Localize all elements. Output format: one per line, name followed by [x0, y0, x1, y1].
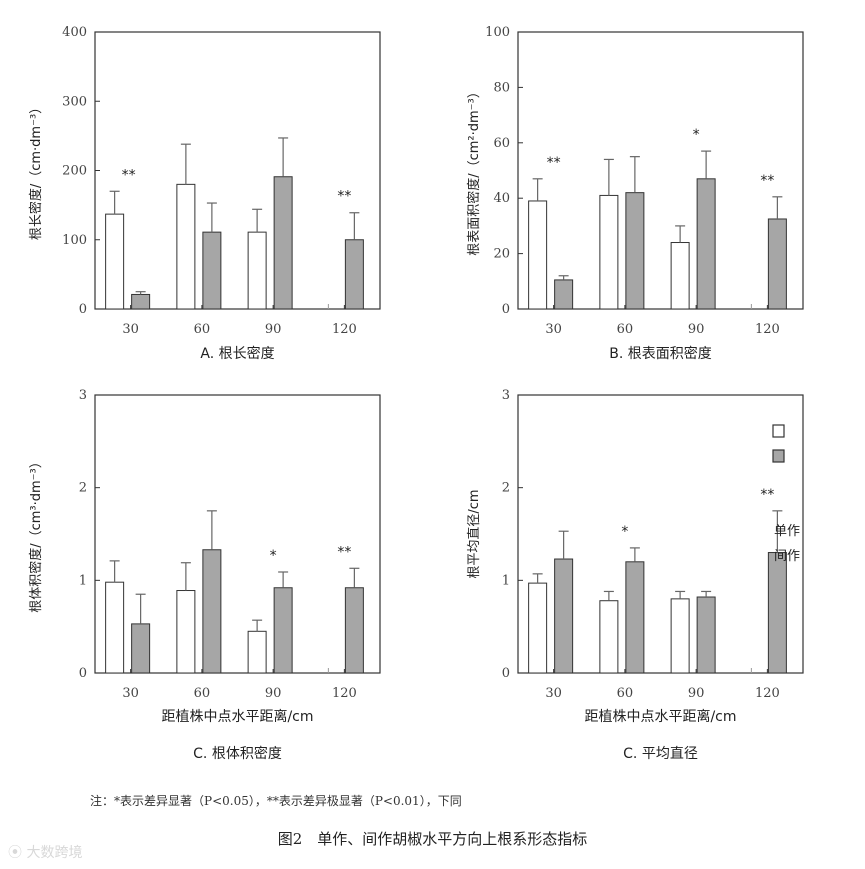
x-tick-label: 60	[194, 322, 211, 337]
significance-mark: *	[270, 548, 277, 564]
y-tick-label: 200	[62, 164, 87, 179]
x-tick-label: 30	[122, 686, 139, 701]
x-tick-label: 90	[688, 686, 705, 701]
panel-caption: C. 根体积密度	[193, 745, 282, 762]
y-tick-label: 20	[493, 247, 510, 262]
panel-caption: C. 平均直径	[623, 745, 698, 762]
y-tick-label: 100	[62, 233, 87, 248]
y-tick-label: 300	[62, 94, 87, 109]
significance-mark: **	[760, 487, 774, 503]
y-axis-label: 根长密度/（cm·dm⁻³）	[28, 101, 44, 240]
watermark-icon: ⦿	[8, 845, 22, 861]
chart-panel-d: 0 1 2 3 30 60 * 90 120 ** 根平均直径/cm 距植株中点水平距离/cm C. 平…	[467, 388, 804, 762]
bar-monocrop	[599, 194, 619, 310]
plot-frame	[517, 394, 804, 674]
chart-panel-b: 0 20 40 60 80 100 30 ** 60 90 * 120 ** 根表面积密度/（cm²·dm…	[466, 25, 804, 362]
bar-intercrop	[696, 596, 716, 674]
y-tick-label: 60	[493, 136, 510, 151]
significance-mark: **	[760, 173, 774, 189]
significance-mark: **	[122, 167, 136, 183]
significance-mark: **	[337, 189, 351, 205]
bar-intercrop	[625, 561, 645, 674]
bar-intercrop	[767, 552, 787, 674]
bar-monocrop	[670, 598, 690, 674]
bar-monocrop	[670, 242, 690, 310]
watermark-logo: ⦿ 大数跨境	[8, 842, 82, 862]
bar-intercrop	[131, 293, 151, 310]
bar-intercrop	[554, 558, 574, 674]
bar-monocrop	[599, 600, 619, 674]
bar-intercrop	[202, 231, 222, 310]
y-tick-label: 0	[502, 302, 510, 317]
bar-monocrop	[176, 183, 196, 310]
x-tick-label: 60	[617, 322, 634, 337]
y-axis-label: 根体积密度/（cm³·dm⁻³）	[28, 455, 44, 613]
bar-monocrop	[247, 630, 267, 674]
significance-mark: **	[547, 155, 561, 171]
y-tick-label: 3	[502, 388, 510, 403]
chart-panel-c: 0 1 2 3 30 60 90 * 120 ** 根体积密度/（cm³·dm⁻³） 距植株中点水平距…	[28, 388, 381, 762]
x-tick-label: 90	[265, 322, 282, 337]
legend-label-monocrop: 单作	[774, 524, 800, 539]
panel-caption: A. 根长密度	[200, 345, 274, 362]
bar-monocrop	[105, 581, 125, 674]
plot-frame	[517, 31, 804, 310]
x-axis-label: 距植株中点水平距离/cm	[161, 708, 313, 725]
panel-caption: B. 根表面积密度	[609, 345, 712, 362]
y-tick-label: 0	[79, 302, 87, 317]
figure-title: 图2 单作、间作胡椒水平方向上根系形态指标	[277, 830, 588, 848]
bar-intercrop	[273, 587, 293, 674]
bar-intercrop	[767, 218, 787, 310]
bar-intercrop	[202, 549, 222, 674]
bar-intercrop	[273, 176, 293, 310]
legend-label-intercrop: 间作	[774, 549, 800, 564]
y-tick-label: 40	[493, 191, 510, 206]
legend-swatch-intercrop	[772, 449, 785, 463]
bar-intercrop	[344, 587, 364, 674]
y-tick-label: 2	[502, 481, 510, 496]
y-tick-label: 1	[502, 573, 510, 588]
bar-intercrop	[625, 192, 645, 310]
legend-swatch-monocrop	[772, 424, 785, 438]
bar-intercrop	[344, 239, 364, 310]
bar-intercrop	[554, 279, 574, 310]
chart-panel-a: 0 100 200 300 400 30 ** 60 90 120 ** 根长密度/（cm·dm⁻³）…	[28, 25, 381, 362]
x-tick-label: 90	[265, 686, 282, 701]
bar-intercrop	[131, 623, 151, 674]
y-tick-label: 80	[493, 80, 510, 95]
significance-mark: **	[337, 544, 351, 560]
x-tick-label: 60	[194, 686, 211, 701]
plot-frame	[94, 31, 381, 310]
y-tick-label: 100	[485, 25, 510, 40]
x-tick-label: 120	[755, 686, 780, 701]
watermark-text: 大数跨境	[26, 845, 83, 861]
y-tick-label: 1	[79, 573, 87, 588]
significance-mark: *	[693, 127, 700, 143]
bar-monocrop	[528, 582, 548, 674]
x-tick-label: 120	[755, 322, 780, 337]
x-tick-label: 30	[122, 322, 139, 337]
x-tick-label: 120	[332, 322, 357, 337]
x-tick-label: 30	[545, 322, 562, 337]
y-tick-label: 3	[79, 388, 87, 403]
y-tick-label: 0	[79, 666, 87, 681]
plot-frame	[94, 394, 381, 674]
bar-monocrop	[176, 590, 196, 674]
x-tick-label: 60	[617, 686, 634, 701]
x-tick-label: 30	[545, 686, 562, 701]
bar-intercrop	[696, 178, 716, 310]
bar-monocrop	[105, 213, 125, 310]
x-axis-label: 距植株中点水平距离/cm	[584, 708, 736, 725]
x-tick-label: 120	[332, 686, 357, 701]
y-tick-label: 0	[502, 666, 510, 681]
y-tick-label: 2	[79, 481, 87, 496]
y-axis-label: 根平均直径/cm	[467, 489, 482, 578]
bar-monocrop	[528, 200, 548, 310]
figure-note: 注：*表示差异显著（P<0.05），**表示差异极显著（P<0.01），下同	[90, 794, 462, 808]
y-axis-label: 根表面积密度/（cm²·dm⁻³）	[466, 85, 482, 256]
x-tick-label: 90	[688, 322, 705, 337]
y-tick-label: 400	[62, 25, 87, 40]
bar-monocrop	[247, 231, 267, 310]
significance-mark: *	[621, 524, 628, 540]
